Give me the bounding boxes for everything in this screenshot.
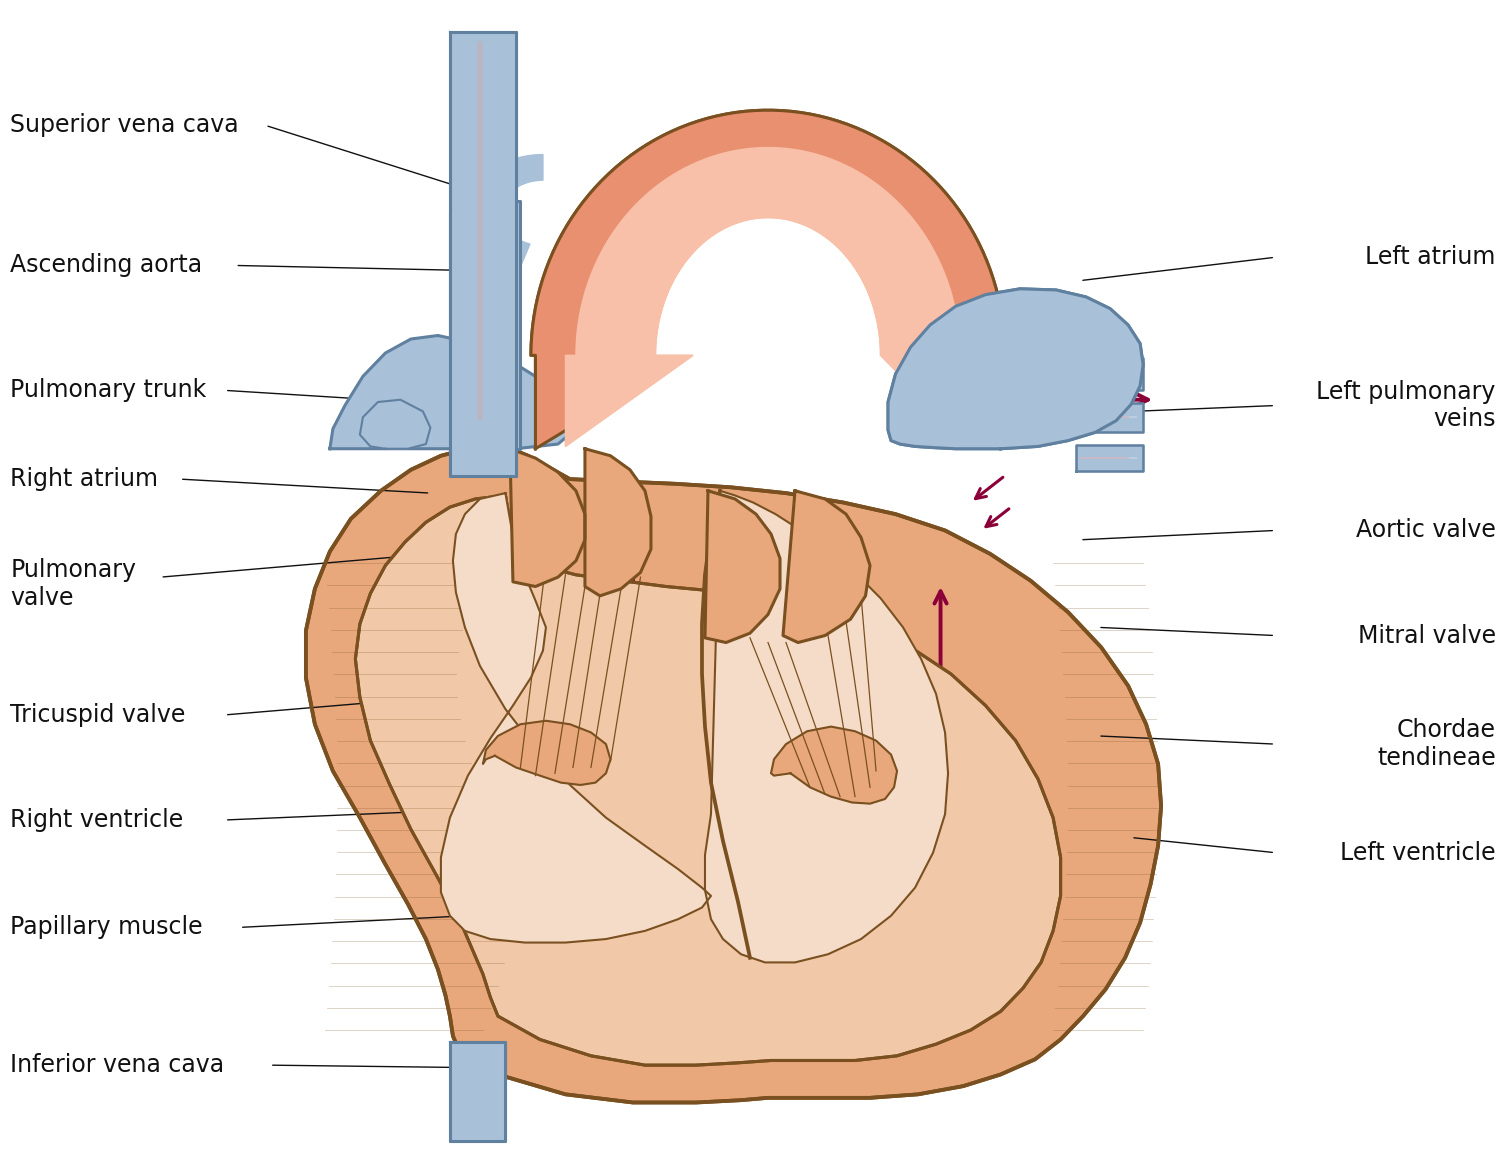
- Polygon shape: [453, 202, 521, 449]
- Polygon shape: [355, 495, 1060, 1065]
- Polygon shape: [889, 289, 1143, 449]
- Polygon shape: [1075, 402, 1143, 432]
- Text: Right ventricle: Right ventricle: [11, 808, 184, 832]
- Polygon shape: [705, 490, 949, 962]
- Text: Mitral valve: Mitral valve: [1357, 624, 1495, 647]
- Polygon shape: [450, 1042, 506, 1141]
- Polygon shape: [306, 447, 1161, 1103]
- Text: Inferior vena cava: Inferior vena cava: [11, 1053, 224, 1077]
- Polygon shape: [355, 495, 1060, 1065]
- Polygon shape: [306, 447, 1161, 1103]
- Text: Ascending aorta: Ascending aorta: [11, 253, 202, 278]
- Polygon shape: [565, 148, 970, 447]
- Polygon shape: [1075, 358, 1143, 391]
- Polygon shape: [450, 32, 517, 475]
- Polygon shape: [360, 400, 431, 449]
- Polygon shape: [511, 449, 584, 586]
- Text: Chordae
tendineae: Chordae tendineae: [1376, 718, 1495, 769]
- Text: Superior vena cava: Superior vena cava: [11, 114, 239, 137]
- Polygon shape: [565, 148, 970, 447]
- Polygon shape: [456, 43, 468, 463]
- Polygon shape: [330, 335, 580, 449]
- Text: Left atrium: Left atrium: [1366, 245, 1495, 270]
- Text: Left ventricle: Left ventricle: [1340, 841, 1495, 865]
- Polygon shape: [450, 1042, 506, 1141]
- Polygon shape: [468, 155, 544, 269]
- Polygon shape: [705, 490, 780, 643]
- Polygon shape: [441, 493, 711, 943]
- Polygon shape: [450, 32, 517, 475]
- Text: Right atrium: Right atrium: [11, 467, 158, 491]
- Text: Papillary muscle: Papillary muscle: [11, 915, 203, 940]
- Text: Pulmonary
valve: Pulmonary valve: [11, 558, 136, 610]
- Text: Tricuspid valve: Tricuspid valve: [11, 703, 185, 727]
- Polygon shape: [450, 213, 514, 449]
- Polygon shape: [1075, 446, 1143, 470]
- Text: Aortic valve: Aortic valve: [1355, 518, 1495, 542]
- Polygon shape: [771, 726, 898, 804]
- Polygon shape: [483, 720, 610, 785]
- Text: Left pulmonary
veins: Left pulmonary veins: [1316, 380, 1495, 432]
- Text: Pulmonary trunk: Pulmonary trunk: [11, 379, 206, 402]
- Polygon shape: [584, 449, 651, 596]
- Polygon shape: [532, 110, 1005, 449]
- Polygon shape: [532, 110, 1005, 449]
- Polygon shape: [889, 289, 1143, 449]
- Polygon shape: [783, 490, 870, 643]
